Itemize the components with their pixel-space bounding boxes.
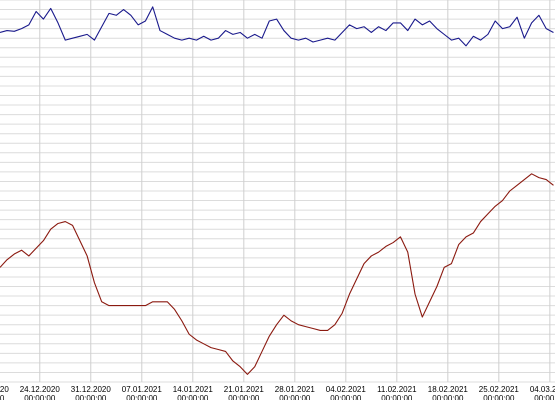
x-axis-tick-labels: 17.12.202000:00:0024.12.202000:00:0031.1… (0, 385, 555, 400)
series-line-1 (0, 6, 554, 47)
x-tick-time-label: 00:00:00 (228, 394, 260, 400)
x-tick-date-label: 04.02.2021 (326, 385, 367, 394)
x-tick-time-label: 00:00:00 (330, 394, 362, 400)
x-tick-date-label: 14.01.2021 (173, 385, 214, 394)
x-tick-time-label: 00:00:00 (0, 394, 5, 400)
x-tick-date-label: 07.01.2021 (122, 385, 163, 394)
x-tick-time-label: 00:00:00 (126, 394, 158, 400)
x-tick-time-label: 00:00:00 (177, 394, 209, 400)
x-tick-time-label: 00:00:00 (75, 394, 107, 400)
x-tick-date-label: 24.12.2020 (20, 385, 61, 394)
x-tick-date-label: 28.01.2021 (275, 385, 316, 394)
x-tick-time-label: 00:00:00 (483, 394, 515, 400)
x-tick-date-label: 31.12.2020 (71, 385, 112, 394)
x-tick-date-label: 25.02.2021 (479, 385, 520, 394)
horizontal-gridlines (0, 0, 555, 383)
x-tick-time-label: 00:00:00 (432, 394, 464, 400)
x-tick-time-label: 00:00:00 (534, 394, 555, 400)
x-tick-time-label: 00:00:00 (279, 394, 311, 400)
x-tick-time-label: 00:00:00 (24, 394, 56, 400)
series-layer (0, 6, 554, 375)
x-tick-time-label: 00:00:00 (381, 394, 413, 400)
series-line-2 (0, 173, 554, 375)
x-tick-date-label: 11.02.2021 (377, 385, 417, 394)
vertical-gridlines (39, 0, 551, 382)
x-tick-date-label: 18.02.2021 (428, 385, 469, 394)
x-tick-date-label: 04.03.2021 (530, 385, 555, 394)
x-tick-date-label: 17.12.2020 (0, 385, 9, 394)
x-tick-date-label: 21.01.2021 (224, 385, 265, 394)
